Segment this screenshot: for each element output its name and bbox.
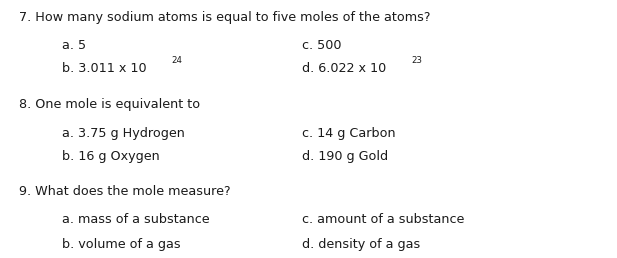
Text: a. 3.75 g Hydrogen: a. 3.75 g Hydrogen (62, 127, 184, 140)
Text: 23: 23 (411, 56, 422, 65)
Text: a. 5: a. 5 (62, 39, 86, 52)
Text: 9. What does the mole measure?: 9. What does the mole measure? (19, 185, 230, 198)
Text: c. 14 g Carbon: c. 14 g Carbon (302, 127, 396, 140)
Text: b. 16 g Oxygen: b. 16 g Oxygen (62, 150, 159, 163)
Text: 8. One mole is equivalent to: 8. One mole is equivalent to (19, 98, 200, 111)
Text: d. density of a gas: d. density of a gas (302, 238, 421, 251)
Text: b. 3.011 x 10: b. 3.011 x 10 (62, 62, 146, 75)
Text: b. volume of a gas: b. volume of a gas (62, 238, 180, 251)
Text: d. 190 g Gold: d. 190 g Gold (302, 150, 389, 163)
Text: a. mass of a substance: a. mass of a substance (62, 213, 209, 226)
Text: 7. How many sodium atoms is equal to five moles of the atoms?: 7. How many sodium atoms is equal to fiv… (19, 11, 430, 24)
Text: d. 6.022 x 10: d. 6.022 x 10 (302, 62, 387, 75)
Text: 24: 24 (171, 56, 182, 65)
Text: c. amount of a substance: c. amount of a substance (302, 213, 465, 226)
Text: c. 500: c. 500 (302, 39, 342, 52)
